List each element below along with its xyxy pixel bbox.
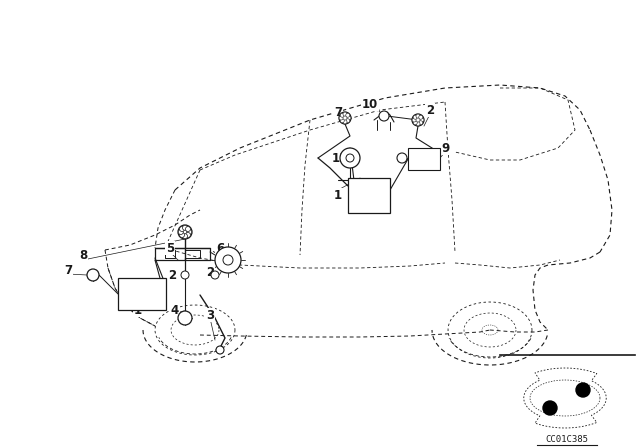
Circle shape [181,271,189,279]
Circle shape [416,122,420,126]
Text: 10: 10 [362,98,378,111]
Text: 11: 11 [332,151,348,164]
Text: 2: 2 [206,266,214,279]
Circle shape [178,225,192,239]
Circle shape [340,148,360,168]
Circle shape [186,227,191,232]
Text: CC01C385: CC01C385 [545,435,589,444]
Circle shape [215,247,241,273]
Circle shape [346,119,349,123]
Text: 3: 3 [206,309,214,322]
Circle shape [379,111,389,121]
Bar [118,278,166,310]
Text: 8: 8 [79,249,87,262]
Circle shape [182,234,188,239]
Text: 2: 2 [426,103,434,116]
Circle shape [416,114,420,118]
Circle shape [419,121,423,125]
Circle shape [87,269,99,281]
Bar [348,178,390,213]
Text: 7: 7 [64,263,72,276]
Circle shape [347,116,351,120]
Text: 5: 5 [166,241,174,254]
Circle shape [187,229,192,234]
Text: 1: 1 [334,189,342,202]
Circle shape [182,225,188,230]
Text: 7: 7 [334,105,342,119]
Circle shape [216,346,224,354]
Circle shape [340,113,344,117]
Circle shape [543,401,557,415]
Circle shape [343,112,347,116]
Circle shape [412,118,416,122]
Text: 6: 6 [216,241,224,254]
Circle shape [576,383,590,397]
Text: 9: 9 [441,142,449,155]
Circle shape [186,233,191,237]
Text: 4: 4 [171,303,179,316]
Bar [408,148,440,170]
Circle shape [397,153,407,163]
Circle shape [419,115,423,119]
Circle shape [412,114,424,126]
Circle shape [343,120,347,124]
Circle shape [420,118,424,122]
Circle shape [413,115,417,119]
Circle shape [180,227,184,232]
Circle shape [178,311,192,325]
Text: 1: 1 [134,303,142,316]
Circle shape [223,255,233,265]
Circle shape [339,112,351,124]
Circle shape [180,233,184,237]
Circle shape [340,119,344,123]
Circle shape [179,229,183,234]
Text: 2: 2 [168,268,176,281]
Circle shape [339,116,343,120]
Circle shape [211,271,219,279]
Circle shape [346,113,349,117]
Circle shape [346,154,354,162]
Circle shape [413,121,417,125]
